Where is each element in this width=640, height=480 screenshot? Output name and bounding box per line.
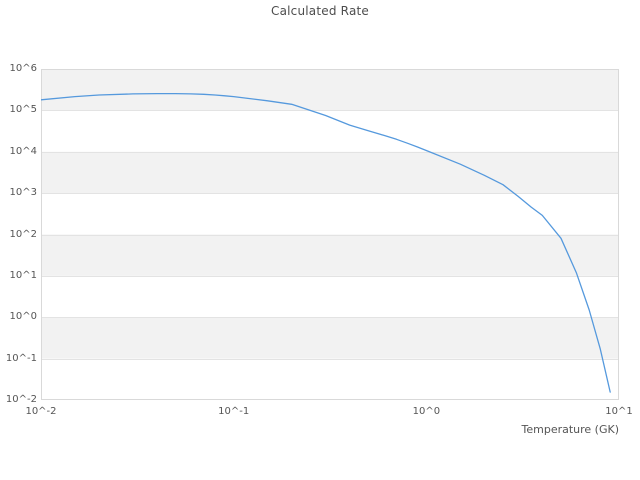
plot-area bbox=[41, 69, 619, 400]
x-tick-label: 10^-1 bbox=[218, 406, 250, 417]
grid-band bbox=[41, 151, 619, 194]
x-axis-label: Temperature (GK) bbox=[521, 423, 620, 436]
chart-title: Calculated Rate bbox=[271, 4, 369, 18]
y-tick-label: 10^5 bbox=[9, 104, 37, 116]
y-tick-label: 10^0 bbox=[9, 311, 37, 323]
y-tick-label: 10^2 bbox=[9, 228, 37, 240]
y-tick-label: 10^6 bbox=[9, 63, 37, 74]
y-tick-label: 10^4 bbox=[9, 145, 37, 157]
x-tick-label: 10^0 bbox=[412, 406, 441, 417]
x-tick-label: 10^1 bbox=[605, 406, 633, 417]
y-tick-label: 10^1 bbox=[9, 269, 37, 281]
y-tick-label: 10^-2 bbox=[5, 394, 37, 405]
y-tick-label: 10^3 bbox=[9, 187, 37, 199]
plot-border bbox=[41, 69, 619, 400]
grid-band bbox=[41, 234, 619, 276]
x-tick-label: 10^-2 bbox=[25, 406, 57, 417]
plot-canvas bbox=[41, 69, 619, 400]
y-tick-label: 10^-1 bbox=[5, 352, 37, 364]
grid-band bbox=[41, 317, 619, 359]
grid-band bbox=[41, 69, 619, 111]
rate-line bbox=[41, 92, 611, 393]
